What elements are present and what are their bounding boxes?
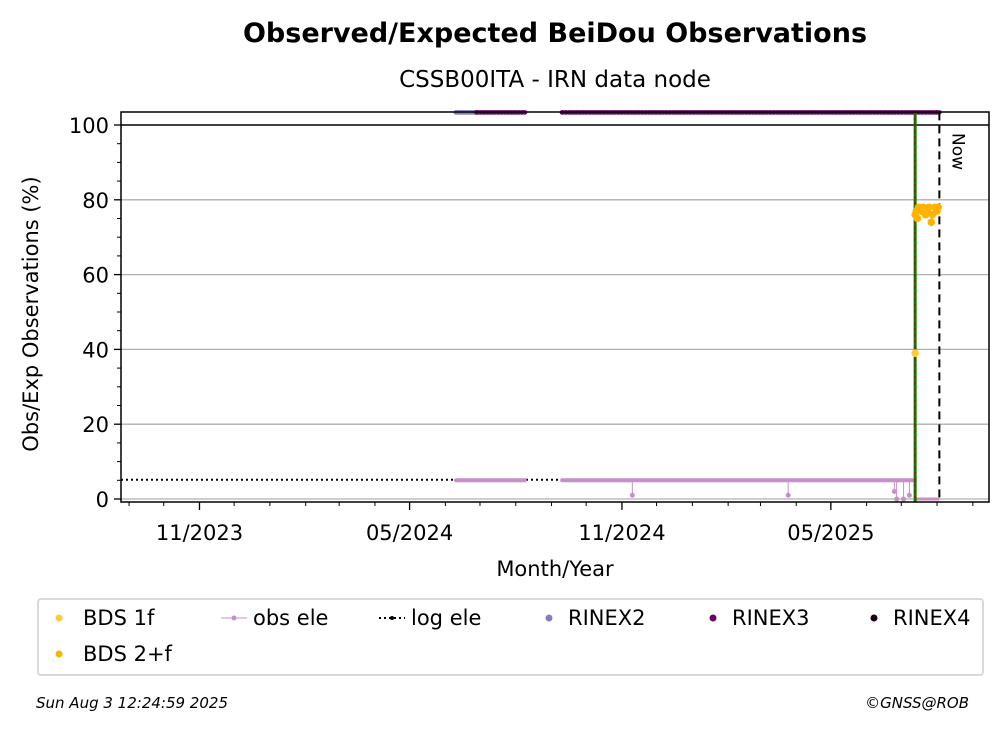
legend-item-rinex4: RINEX4 — [861, 606, 971, 630]
legend: BDS 1f obs ele log ele RINEX2 RINEX3 RIN… — [37, 598, 984, 676]
x-tick-label: 11/2023 — [156, 521, 243, 545]
obs-ele-drop-point — [785, 492, 791, 498]
obs-ele-drop-point — [894, 496, 900, 502]
legend-item-bds-1f: BDS 1f — [51, 606, 154, 630]
legend-label-log-ele: log ele — [411, 606, 482, 630]
obs-ele-drop-point — [901, 496, 907, 502]
chart-title: Observed/Expected BeiDou Observations — [243, 18, 867, 49]
obs-ele-point — [523, 478, 527, 483]
bds-2f-point — [913, 214, 922, 223]
legend-marker-bds-1f — [51, 608, 77, 628]
legend-marker-rinex3 — [700, 608, 726, 628]
legend-marker-bds-2f — [51, 644, 77, 664]
obs-ele-drop-point — [629, 492, 635, 498]
legend-label-obs-ele: obs ele — [253, 606, 329, 630]
x-tick-label: 05/2024 — [366, 521, 453, 545]
x-axis-label: Month/Year — [496, 557, 614, 581]
obs-ele-drop-point — [906, 492, 912, 498]
legend-item-rinex2: RINEX2 — [536, 606, 646, 630]
y-tick-label: 20 — [82, 413, 109, 437]
y-tick-label: 100 — [69, 114, 109, 138]
legend-item-bds-2f: BDS 2+f — [51, 642, 172, 666]
legend-label-bds-1f: BDS 1f — [83, 606, 155, 630]
y-tick-label: 80 — [82, 189, 109, 213]
legend-item-obs-ele: obs ele — [221, 606, 328, 630]
axes: 0 20 40 60 80 100 11/2023 05/2024 11/2024 05/2025 — [69, 114, 974, 545]
bds-2f-point — [925, 203, 933, 212]
bds-2f-point — [927, 218, 936, 227]
legend-marker-rinex4 — [861, 608, 887, 628]
gridlines — [121, 124, 989, 500]
legend-marker-obs-ele — [221, 608, 247, 628]
footer-timestamp: Sun Aug 3 12:24:59 2025 — [36, 694, 228, 712]
data-layer: Now — [121, 110, 967, 502]
y-tick-label: 40 — [82, 338, 109, 362]
legend-label-rinex2: RINEX2 — [568, 606, 646, 630]
legend-marker-log-ele — [379, 608, 405, 628]
now-label: Now — [947, 133, 967, 170]
y-axis-label: Obs/Exp Observations (%) — [19, 176, 43, 451]
legend-item-log-ele: log ele — [379, 606, 481, 630]
y-tick-label: 0 — [96, 488, 109, 512]
legend-marker-rinex2 — [536, 608, 562, 628]
x-tick-label: 05/2025 — [787, 521, 874, 545]
plot-frame — [120, 111, 990, 503]
footer-copyright: ©GNSS@ROB — [865, 694, 969, 712]
bds-2f-point — [934, 203, 943, 212]
legend-item-rinex3: RINEX3 — [700, 606, 810, 630]
y-tick-label: 60 — [82, 264, 109, 288]
bds-1f-point — [911, 349, 919, 357]
chart-subtitle: CSSB00ITA - IRN data node — [399, 67, 711, 93]
obs-ele-drop-point — [891, 489, 897, 495]
legend-label-rinex4: RINEX4 — [893, 606, 971, 630]
legend-label-bds-2f: BDS 2+f — [83, 642, 172, 666]
legend-label-rinex3: RINEX3 — [732, 606, 810, 630]
x-tick-label: 11/2024 — [578, 521, 665, 545]
